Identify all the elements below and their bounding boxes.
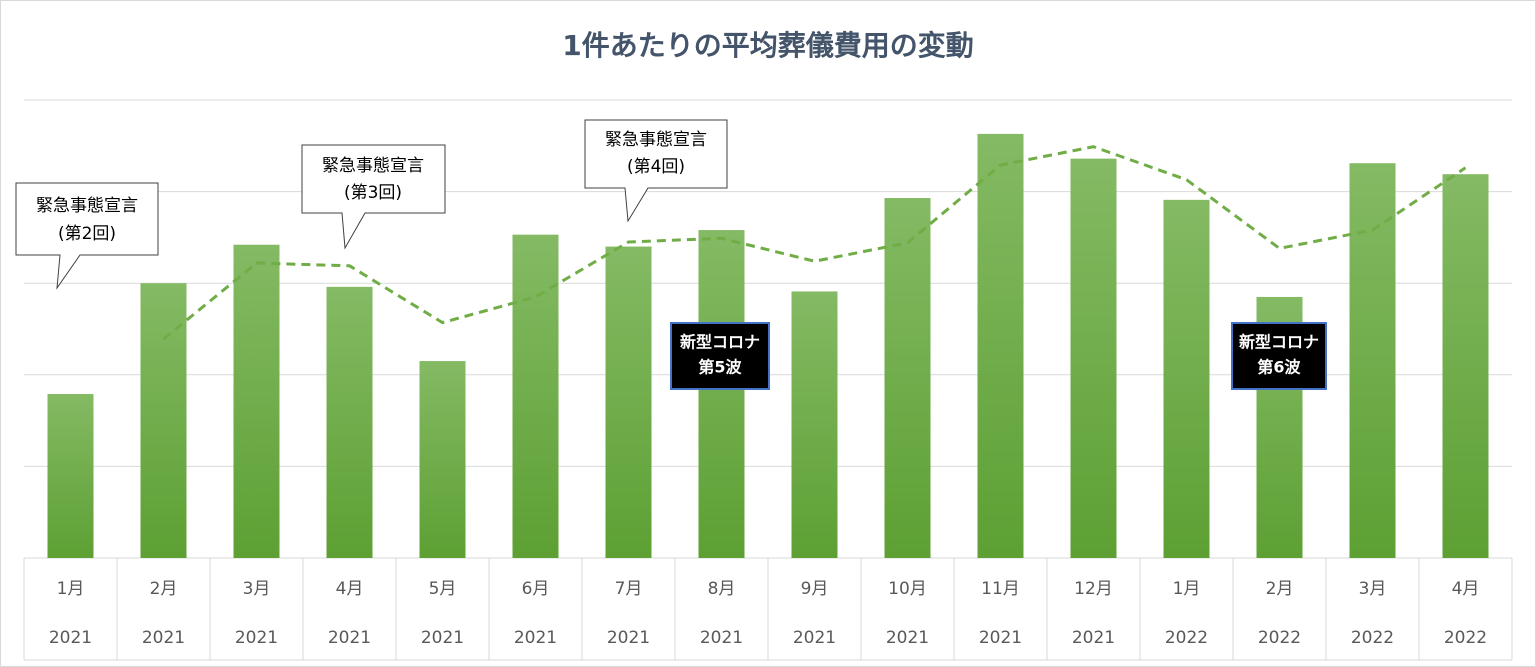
callout-text: 緊急事態宣言 [605, 130, 707, 150]
x-tick-label: 10月 [888, 579, 927, 599]
x-tick-label: 2021 [700, 628, 743, 648]
chart-title: 1件あたりの平均葬儀費用の変動 [562, 29, 973, 62]
x-tick-label: 9月 [801, 579, 829, 599]
callout-text: 緊急事態宣言 [322, 156, 424, 176]
x-tick-label: 2022 [1444, 628, 1487, 648]
wave-box [1231, 322, 1327, 390]
wave-text: 新型コロナ [680, 333, 760, 352]
x-tick-label: 6月 [522, 579, 550, 599]
bar [140, 283, 187, 558]
callout: 緊急事態宣言 (第3回) [301, 144, 446, 250]
x-tick-label: 2021 [793, 628, 836, 648]
bar [884, 198, 931, 558]
callout-text: (第4回) [627, 157, 685, 177]
callout-text: (第2回) [58, 224, 116, 244]
bar [605, 246, 652, 558]
callout-text: (第3回) [344, 183, 402, 203]
x-tick-label: 2021 [235, 628, 278, 648]
trend-line [162, 145, 1467, 341]
wave-text: 第6波 [1257, 358, 1301, 377]
callout-box [584, 119, 728, 223]
bar [326, 286, 373, 558]
callout: 緊急事態宣言 (第2回) [15, 182, 159, 290]
bar [1070, 158, 1117, 558]
x-tick-label: 2021 [979, 628, 1022, 648]
x-tick-label: 2月 [150, 579, 178, 599]
callout-box [301, 144, 446, 250]
x-tick-label: 2021 [1072, 628, 1115, 648]
x-tick-label: 2022 [1165, 628, 1208, 648]
x-tick-label: 11月 [981, 579, 1020, 599]
x-tick-label: 1月 [1173, 579, 1201, 599]
x-tick-label: 7月 [615, 579, 643, 599]
x-tick-label: 2022 [1351, 628, 1394, 648]
x-tick-label: 2月 [1266, 579, 1294, 599]
x-tick-label: 2021 [607, 628, 650, 648]
bar [419, 361, 466, 558]
x-tick-label: 3月 [1359, 579, 1387, 599]
bar [1163, 199, 1210, 558]
x-tick-label: 4月 [1452, 579, 1480, 599]
wave-text: 新型コロナ [1239, 333, 1319, 352]
wave-label: 新型コロナ 第5波 [670, 322, 770, 390]
wave-box [670, 322, 770, 390]
x-tick-label: 2021 [886, 628, 929, 648]
x-tick-label: 2021 [421, 628, 464, 648]
callout: 緊急事態宣言 (第4回) [584, 119, 728, 223]
bar [1442, 174, 1489, 559]
x-tick-label: 5月 [429, 579, 457, 599]
x-tick-label: 1月 [57, 579, 85, 599]
bar [512, 234, 559, 559]
bar [1349, 163, 1396, 559]
bar [977, 133, 1024, 558]
x-tick-label: 2022 [1258, 628, 1301, 648]
bar [47, 394, 94, 558]
wave-text: 第5波 [698, 358, 742, 377]
x-tick-label: 3月 [243, 579, 271, 599]
x-tick-label: 2021 [142, 628, 185, 648]
bar [233, 244, 280, 558]
callout-text: 緊急事態宣言 [36, 196, 138, 216]
wave-label: 新型コロナ 第6波 [1231, 322, 1327, 390]
x-tick-label: 2021 [514, 628, 557, 648]
x-tick-label: 8月 [708, 579, 736, 599]
x-tick-label: 2021 [328, 628, 371, 648]
bar [698, 230, 745, 558]
bar [791, 291, 838, 558]
x-tick-label: 2021 [49, 628, 92, 648]
x-tick-label: 12月 [1074, 579, 1113, 599]
plot-area: 1月 2021 2月 2021 3月 2021 4月 2021 5月 2021 6月 2021 7月 20… [23, 99, 1513, 661]
x-tick-label: 4月 [336, 579, 364, 599]
callout-box [15, 182, 159, 290]
